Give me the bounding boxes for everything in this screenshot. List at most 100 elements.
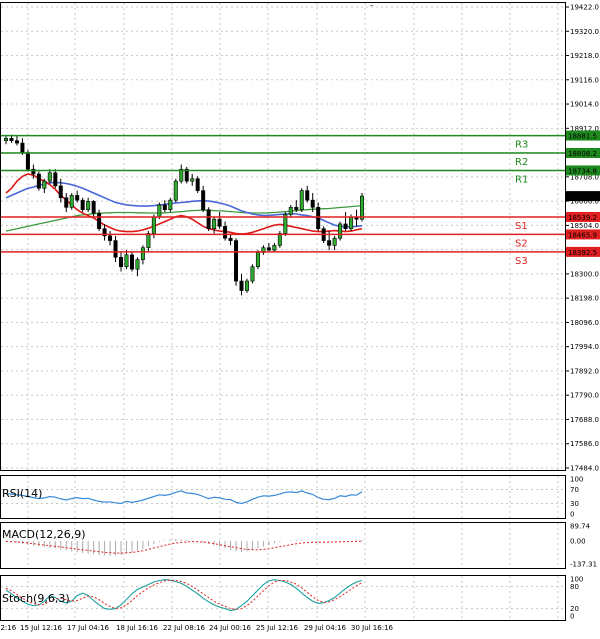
candle xyxy=(212,216,217,234)
candle-body-up xyxy=(277,233,282,246)
y-tick-label: 18198.0 xyxy=(570,295,599,303)
stoch-signal-line xyxy=(5,579,363,610)
candle-body-down xyxy=(9,138,14,141)
y-tick-label: 18300.0 xyxy=(570,270,599,278)
candle-body-down xyxy=(97,212,102,229)
level-price-label: 18539.2 xyxy=(568,214,597,222)
y-tick-label: 19116.0 xyxy=(570,76,599,84)
ma-blue-line xyxy=(5,181,363,228)
level-name-s1: S1 xyxy=(515,221,528,232)
candle-body-up xyxy=(212,218,217,229)
candle xyxy=(53,169,58,189)
x-tick-label: 15 Jul 12:16 xyxy=(20,624,63,632)
candle xyxy=(294,200,299,213)
candle-body-down xyxy=(223,226,228,239)
candle xyxy=(58,178,63,203)
level-price-tag xyxy=(566,165,600,176)
level-price-label: 18881.5 xyxy=(568,133,597,141)
y-tick-label: 19320.0 xyxy=(570,28,599,36)
x-tick-label: 30 Jul 16:16 xyxy=(351,624,394,632)
candle xyxy=(36,171,41,191)
candle-body-down xyxy=(184,168,189,182)
candle-body-down xyxy=(31,168,36,175)
candle-body-down xyxy=(266,247,271,251)
ma-green-line xyxy=(5,204,363,232)
y-tick-label: 19218.0 xyxy=(570,52,599,60)
y-tick-label: 17892.0 xyxy=(570,367,599,375)
candle-body-up xyxy=(190,178,195,182)
candle xyxy=(86,197,91,213)
candle xyxy=(343,212,348,232)
panel-frame-stoch xyxy=(0,575,566,621)
candle-body-up xyxy=(140,247,145,260)
rsi-title: RSI(14) xyxy=(2,487,42,500)
last-price-label: 18627.0 xyxy=(568,193,597,201)
candle-body-down xyxy=(25,152,30,170)
candle xyxy=(223,221,228,241)
candle-body-up xyxy=(179,168,184,182)
y-tick-label: 18708.0 xyxy=(570,173,599,181)
candle-body-up xyxy=(173,180,178,201)
x-tick-label: 12:16 xyxy=(0,624,17,632)
candle xyxy=(239,273,244,296)
candle xyxy=(129,252,134,272)
candle-body-down xyxy=(80,199,85,210)
level-price-label: 18465.9 xyxy=(568,231,597,239)
stoch-tick-label: 80 xyxy=(570,583,579,591)
candle-body-up xyxy=(146,233,151,249)
candle xyxy=(173,178,178,203)
level-name-r2: R2 xyxy=(515,157,528,168)
candle xyxy=(75,190,80,203)
stoch-tick-label: 20 xyxy=(570,605,579,613)
stoch-tick-label: 100 xyxy=(570,576,583,584)
y-tick-label: 19422.0 xyxy=(570,4,599,12)
candle-body-down xyxy=(294,206,299,210)
candle-body-down xyxy=(316,206,321,229)
x-tick-label: 25 Jul 12:16 xyxy=(256,624,299,632)
candle-body-down xyxy=(201,190,206,210)
level-price-tag xyxy=(566,130,600,141)
candle-body-up xyxy=(124,254,129,268)
stoch-main-line xyxy=(5,579,363,612)
level-price-label: 18808.2 xyxy=(568,150,597,158)
candle-body-down xyxy=(239,280,244,291)
y-tick-label: 19014.0 xyxy=(570,101,599,109)
level-name-s2: S2 xyxy=(515,238,528,249)
candle-body-up xyxy=(299,190,304,210)
candle-body-up xyxy=(86,201,91,210)
y-tick-label: 17790.0 xyxy=(570,392,599,400)
candle xyxy=(14,135,19,146)
candle-body-down xyxy=(113,240,118,258)
rsi-tick-label: 0 xyxy=(570,511,574,519)
candle xyxy=(244,278,249,293)
candle xyxy=(272,242,277,253)
level-price-tag xyxy=(566,148,600,159)
candle-body-up xyxy=(168,199,173,210)
candle-body-up xyxy=(332,237,337,246)
level-price-label: 18392.5 xyxy=(568,249,597,257)
candle xyxy=(228,233,233,246)
candle xyxy=(113,235,118,263)
candle-body-down xyxy=(234,240,239,282)
candle xyxy=(338,221,343,241)
macd-tick-label: 0.00 xyxy=(570,538,586,546)
candle-body-up xyxy=(250,266,255,282)
candle-body-up xyxy=(349,216,354,229)
x-tick-label: 17 Jul 04:16 xyxy=(67,624,110,632)
candle-body-down xyxy=(119,256,124,268)
level-name-r3: R3 xyxy=(515,140,528,151)
candle-body-down xyxy=(195,178,200,191)
candle-body-up xyxy=(272,245,277,251)
candle-body-up xyxy=(151,216,156,234)
candle xyxy=(179,164,184,184)
candle-body-up xyxy=(47,172,52,182)
candle-body-down xyxy=(102,228,107,237)
y-tick-label: 18096.0 xyxy=(570,319,599,327)
y-tick-label: 17586.0 xyxy=(570,440,599,448)
rsi-line xyxy=(5,490,363,505)
candle xyxy=(168,197,173,213)
candle xyxy=(332,235,337,251)
x-tick-label: 18 Jul 16:16 xyxy=(116,624,159,632)
candle-body-down xyxy=(108,235,113,241)
